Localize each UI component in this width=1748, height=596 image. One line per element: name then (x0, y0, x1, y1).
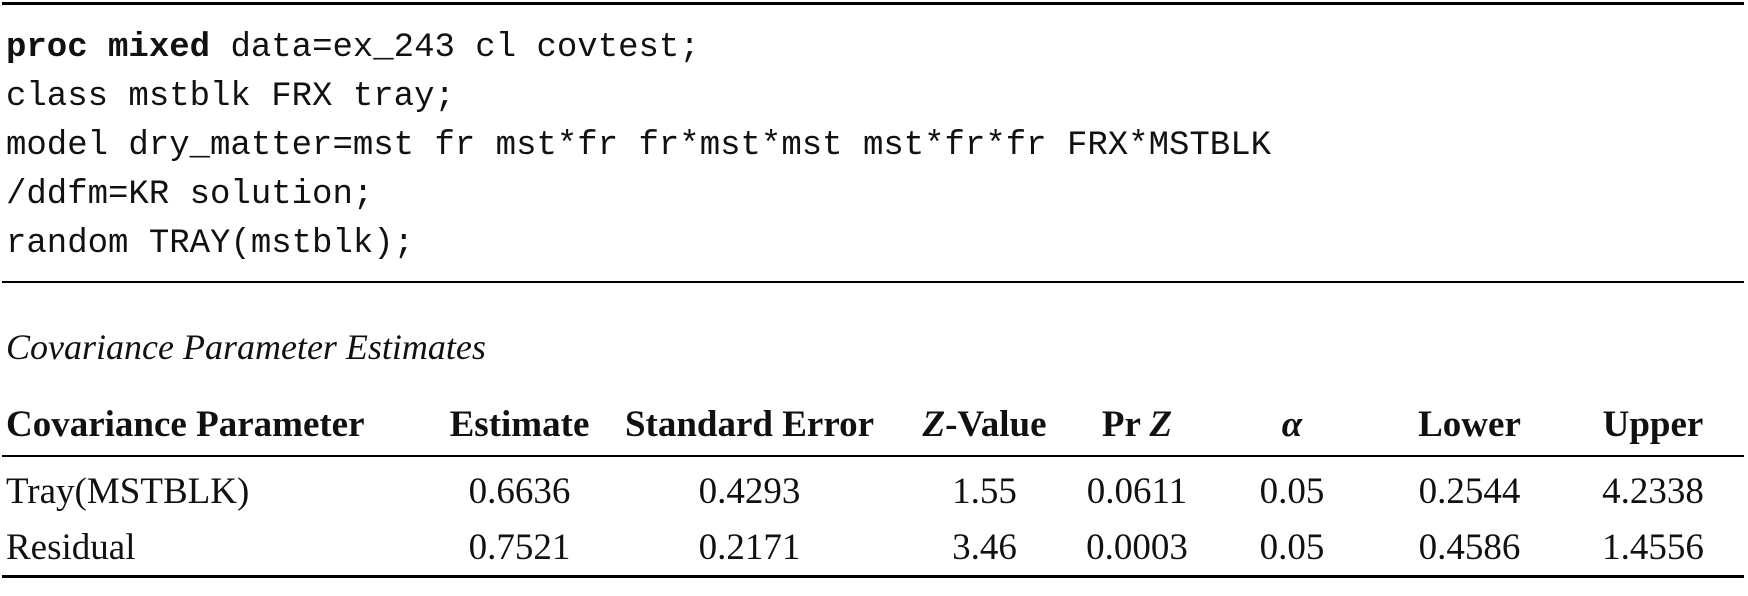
code-line-5: random TRAY(mstblk); (6, 225, 415, 263)
top-rule (2, 2, 1744, 5)
sas-code-block: proc mixed data=ex_243 cl covtest; class… (6, 24, 1271, 269)
cell-param: Residual (6, 526, 136, 568)
cell-param: Tray(MSTBLK) (6, 470, 250, 512)
code-bottom-rule (2, 281, 1744, 283)
table-caption: Covariance Parameter Estimates (6, 327, 486, 367)
cell-z-value: 3.46 (952, 526, 1017, 568)
cell-lower: 0.4586 (1418, 526, 1521, 568)
code-keyword: proc mixed (6, 29, 211, 67)
header-lower: Lower (1418, 403, 1521, 445)
cell-z-value: 1.55 (952, 470, 1017, 512)
cell-lower: 0.2544 (1418, 470, 1521, 512)
header-row: Covariance Parameter Estimate Standard E… (2, 393, 1744, 456)
header-alpha: α (1281, 403, 1303, 445)
cell-alpha: 0.05 (1259, 526, 1325, 568)
header-pr-z: Pr Z (1101, 403, 1173, 445)
cell-upper: 1.4556 (1602, 526, 1704, 568)
cell-pr-z: 0.0003 (1086, 526, 1188, 568)
cell-std-error: 0.2171 (698, 526, 801, 568)
code-line-1-rest: data=ex_243 cl covtest; (210, 29, 700, 67)
cell-pr-z: 0.0611 (1086, 470, 1188, 512)
code-line-2: class mstblk FRX tray; (6, 78, 455, 116)
table-row: Residual 0.7521 0.2171 3.46 0.0003 0.05 … (2, 519, 1744, 577)
header-upper: Upper (1602, 403, 1704, 445)
header-standard-error: Standard Error (624, 403, 875, 445)
cell-std-error: 0.4293 (698, 470, 801, 512)
cell-alpha: 0.05 (1259, 470, 1325, 512)
covariance-estimates-table: Covariance Parameter Estimate Standard E… (2, 393, 1744, 578)
code-line-3: model dry_matter=mst fr mst*fr fr*mst*ms… (6, 127, 1272, 165)
header-estimate: Estimate (449, 403, 590, 445)
cell-upper: 4.2338 (1602, 470, 1704, 512)
table-row: Tray(MSTBLK) 0.6636 0.4293 1.55 0.0611 0… (2, 456, 1744, 519)
code-line-4: /ddfm=KR solution; (6, 176, 374, 214)
header-z-value: Z-Value (922, 403, 1047, 445)
code-line-1: proc mixed data=ex_243 cl covtest; (6, 29, 700, 67)
cell-estimate: 0.6636 (468, 470, 571, 512)
cell-estimate: 0.7521 (468, 526, 571, 568)
header-covariance-parameter: Covariance Parameter (6, 403, 365, 445)
